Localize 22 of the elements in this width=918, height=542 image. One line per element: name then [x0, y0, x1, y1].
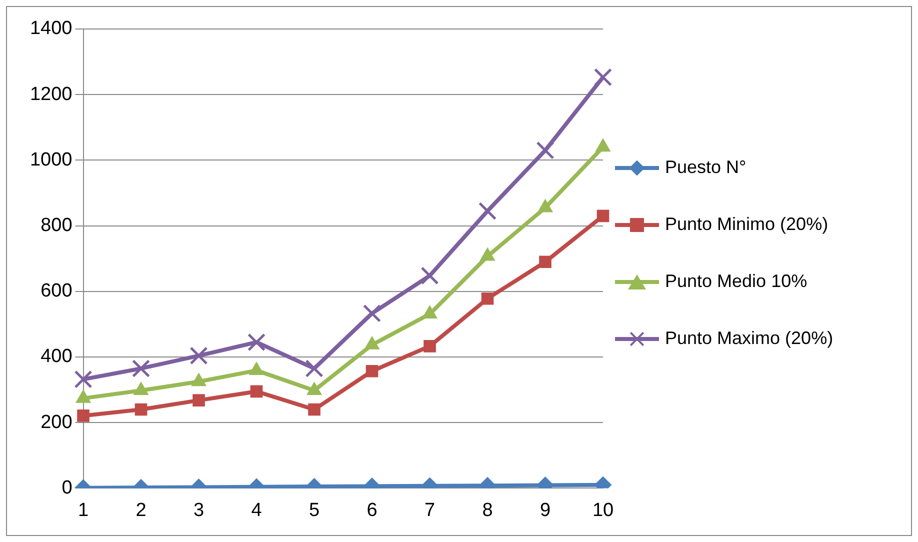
- x-tick-label: 9: [540, 500, 551, 521]
- y-tick-label: 1400: [30, 18, 72, 40]
- y-tick-label: 0: [62, 477, 72, 498]
- x-tick-label: 10: [592, 500, 614, 521]
- y-tick-label: 800: [40, 215, 72, 236]
- y-tick-label: 1000: [30, 149, 72, 170]
- legend-label: Punto Maximo (20%): [665, 328, 834, 349]
- x-tick-label: 4: [251, 500, 262, 521]
- x-tick-label: 2: [136, 500, 146, 521]
- x-tick-label: 8: [482, 500, 493, 521]
- x-tick-label: 7: [424, 500, 436, 521]
- x-tick-label: 5: [308, 500, 320, 521]
- x-tick-label: 3: [193, 500, 204, 521]
- y-tick-label: 200: [40, 412, 72, 433]
- y-tick-label: 600: [40, 280, 72, 302]
- legend-label: Punto Minimo (20%): [665, 214, 828, 235]
- x-tick-label: 1: [78, 500, 89, 521]
- x-tick-label: 6: [366, 500, 378, 521]
- y-tick-label: 400: [40, 346, 72, 368]
- legend-label: Punto Medio 10%: [665, 271, 808, 292]
- legend-label: Puesto N°: [665, 157, 746, 178]
- y-tick-label: 1200: [30, 84, 72, 105]
